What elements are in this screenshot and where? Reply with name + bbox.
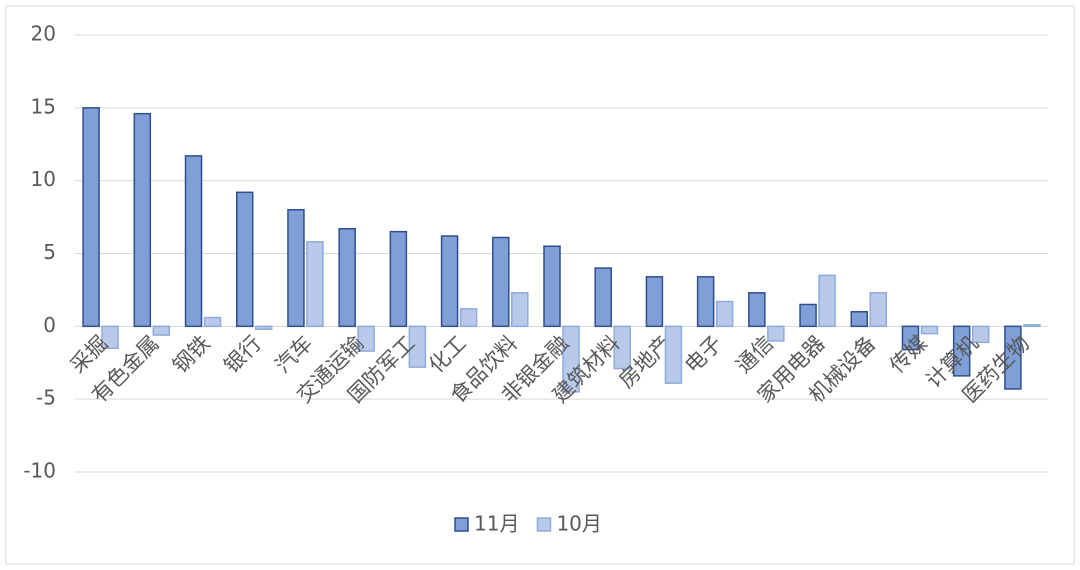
bar — [389, 230, 408, 328]
y-tick-label: 0 — [43, 313, 56, 337]
y-tick-label: 20 — [31, 22, 56, 46]
bar — [767, 325, 785, 342]
legend-swatch — [536, 517, 552, 532]
y-tick-label: 15 — [31, 94, 56, 118]
bar — [338, 227, 356, 328]
bar — [203, 316, 222, 328]
legend-swatch — [454, 517, 469, 532]
bar — [696, 276, 715, 328]
bar — [408, 325, 427, 368]
bar — [901, 325, 920, 351]
bar — [511, 292, 529, 328]
bar — [971, 325, 990, 344]
bar — [543, 245, 561, 328]
bar — [613, 325, 631, 370]
bar — [850, 311, 869, 328]
bar — [869, 292, 888, 328]
bar — [594, 267, 612, 328]
bar — [664, 325, 683, 384]
y-tick-label: -10 — [23, 459, 56, 483]
bar — [254, 325, 273, 330]
bar — [920, 325, 939, 335]
y-tick-label: 5 — [43, 240, 56, 264]
bar — [562, 325, 580, 393]
bar — [287, 209, 305, 328]
bar — [101, 325, 119, 349]
bar — [715, 300, 734, 328]
bar — [133, 112, 152, 328]
bar — [492, 236, 510, 328]
bar — [459, 308, 478, 328]
y-tick-label: -5 — [36, 386, 56, 410]
bar — [952, 325, 971, 377]
bar — [645, 276, 664, 328]
legend-label: 10月 — [556, 512, 601, 536]
bar — [357, 325, 375, 352]
bar — [152, 325, 171, 336]
bar — [748, 292, 766, 328]
bar — [799, 303, 817, 328]
bar — [184, 155, 203, 328]
chart-frame — [5, 5, 1075, 565]
legend-label: 11月 — [474, 512, 519, 536]
bar — [440, 235, 459, 328]
bar — [1023, 324, 1041, 328]
bar — [235, 191, 254, 328]
bar — [306, 241, 324, 328]
bar — [1004, 325, 1022, 390]
bar — [82, 107, 100, 328]
y-tick-label: 10 — [31, 167, 56, 191]
bar — [818, 274, 836, 328]
